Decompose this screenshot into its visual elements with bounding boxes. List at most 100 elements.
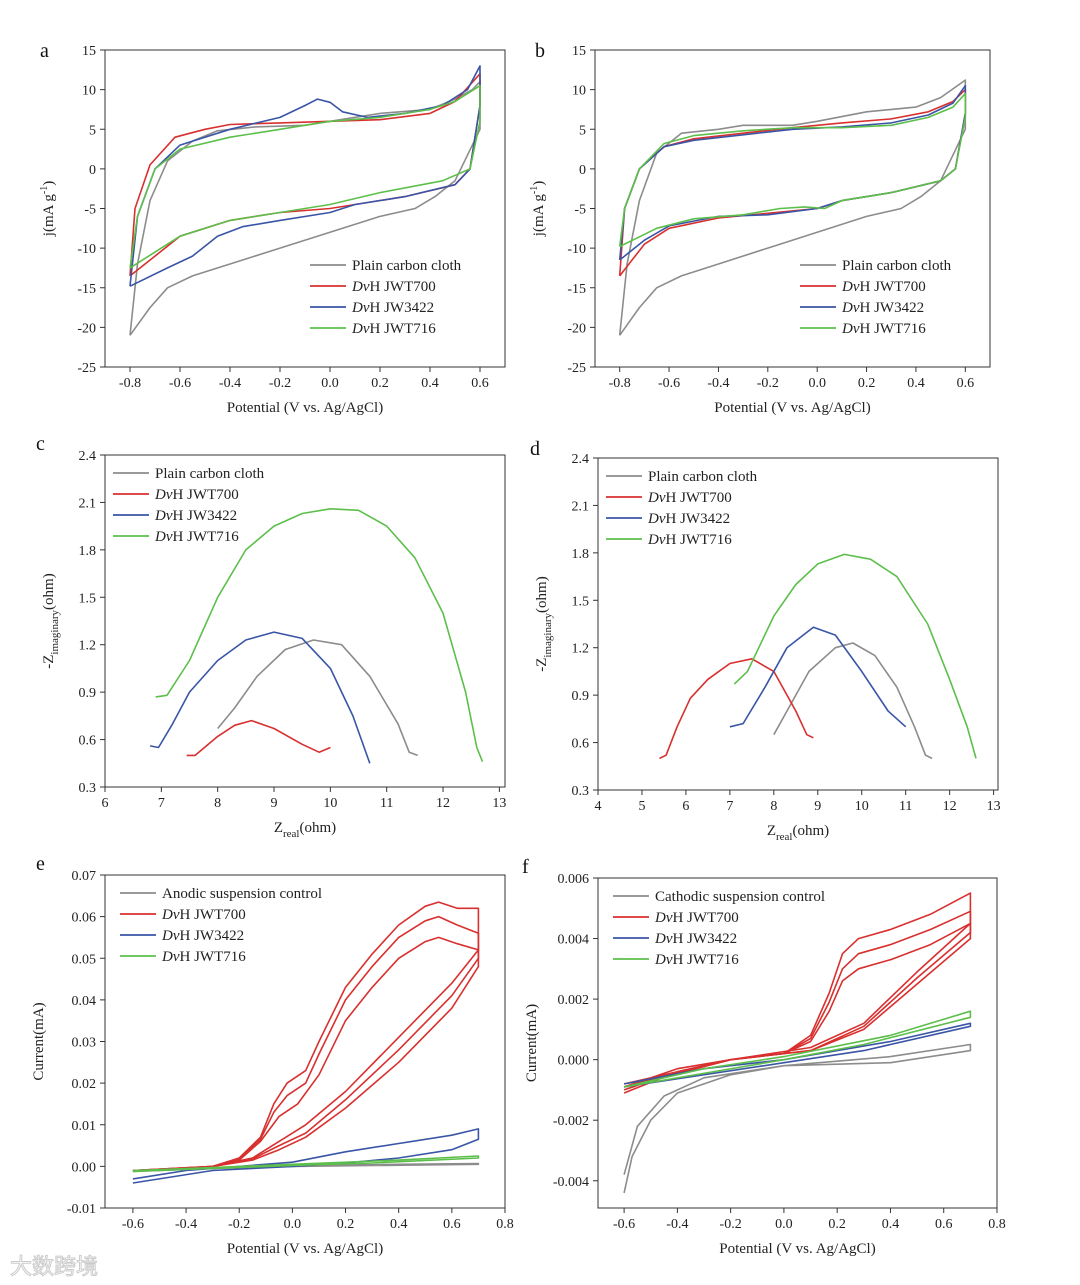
series-line-gray <box>623 1043 972 1194</box>
x-tick-label: 9 <box>814 799 821 814</box>
x-tick-label: 10 <box>323 796 337 811</box>
legend-italic: Dv <box>351 321 370 337</box>
x-tick-label: -0.4 <box>175 1217 197 1232</box>
y-tick-label: 1.2 <box>79 639 97 654</box>
x-tick-label: 0.4 <box>882 1217 900 1232</box>
x-axis-label: Potential (V vs. Ag/AgCl) <box>227 400 383 416</box>
series-line-blue <box>623 1022 972 1088</box>
y-tick-label: -10 <box>77 242 96 257</box>
legend-rest: H JWT700 <box>860 279 926 295</box>
label-rest: (ohm) <box>41 573 57 610</box>
x-tick-label: 13 <box>492 796 506 811</box>
label-main: -Z <box>41 655 57 669</box>
legend-label: DvH JW3422 <box>154 508 237 524</box>
label-rest: ) <box>531 181 547 186</box>
legend-italic: Dv <box>647 511 666 527</box>
x-tick-label: 5 <box>638 799 645 814</box>
chart-panel-a: a-0.8 -0.6 -0.4 -0.2 0.0 0.2 0.4 0.6-25-20-15-1… <box>39 40 506 416</box>
x-tick-label: -0.2 <box>228 1217 250 1232</box>
label-rest: (ohm) <box>299 820 336 836</box>
series-line-green <box>129 84 481 269</box>
legend-italic: Dv <box>351 300 370 316</box>
series-line-gray <box>217 639 418 757</box>
legend: Anodic suspension control DvH JWT700 DvH J… <box>120 886 322 965</box>
plot-frame <box>597 457 999 791</box>
y-tick-label: 0.07 <box>72 869 97 884</box>
legend-label: DvH JWT700 <box>654 910 739 926</box>
legend-label: DvH JW3422 <box>351 300 434 316</box>
y-tick-label: 2.4 <box>572 452 590 467</box>
legend-rest: H JWT716 <box>860 321 927 337</box>
y-tick-label: 0.3 <box>572 784 590 799</box>
legend-italic: Dv <box>654 910 673 926</box>
label-sup: -1 <box>529 186 540 194</box>
series-line-red <box>132 901 480 1172</box>
series-line-green <box>733 553 977 759</box>
panel-label: f <box>522 856 529 878</box>
y-tick-label: -0.01 <box>67 1202 96 1217</box>
x-tick-label: 12 <box>436 796 450 811</box>
chart-panel-c: c 6 7 8 9 10 11 12 13 0.3 0.6 0.9 1.2 1.5 1.8 2.1 2.4 Zre… <box>36 433 506 840</box>
x-tick-label: 0.2 <box>371 376 389 391</box>
x-tick-label: 11 <box>899 799 912 814</box>
legend-label: DvH JWT716 <box>647 532 732 548</box>
series-line-red <box>132 915 480 1172</box>
label-main: Z <box>767 823 776 839</box>
y-tick-label: 2.4 <box>79 449 97 464</box>
legend-label: DvH JW3422 <box>654 931 737 947</box>
legend-rest: H JWT716 <box>673 952 740 968</box>
legend-italic: Dv <box>647 532 666 548</box>
x-tick-label: 11 <box>380 796 393 811</box>
y-tick-label: -5 <box>574 203 586 218</box>
x-tick-label: -0.4 <box>666 1217 688 1232</box>
series-line-green <box>155 508 484 762</box>
y-tick-label: 0.03 <box>72 1036 97 1051</box>
plot-frame <box>104 454 506 788</box>
y-tick-label: 0.00 <box>72 1160 97 1175</box>
legend-label: DvH JWT700 <box>154 487 239 503</box>
x-tick-label: 0.2 <box>828 1217 846 1232</box>
label-sup: -1 <box>39 186 50 194</box>
y-tick-label: -25 <box>567 361 586 376</box>
y-tick-label: 0.004 <box>558 933 590 948</box>
y-tick-label: -0.004 <box>553 1175 589 1190</box>
legend-rest: H JW3422 <box>673 931 738 947</box>
y-tick-label: 0.6 <box>572 737 590 752</box>
label-main: j(mA g <box>531 194 547 238</box>
y-tick-label: 0.04 <box>72 994 97 1009</box>
x-tick-label: 0.6 <box>443 1217 461 1232</box>
panel-label: a <box>40 40 49 62</box>
legend-italic: Dv <box>154 508 173 524</box>
y-tick-label: 5 <box>579 123 586 138</box>
x-tick-label: -0.2 <box>720 1217 742 1232</box>
x-tick-label: -0.6 <box>122 1217 144 1232</box>
legend-italic: Dv <box>161 907 180 923</box>
y-tick-label: -25 <box>77 361 96 376</box>
panel-label: b <box>535 40 545 62</box>
series-line-red <box>132 936 480 1172</box>
y-tick-label: 0.05 <box>72 952 97 967</box>
x-axis-label: Potential (V vs. Ag/AgCl) <box>719 1241 875 1257</box>
legend-rest: H JWT700 <box>370 279 436 295</box>
y-tick-label: 1.5 <box>572 594 590 609</box>
legend-label: DvH JWT700 <box>647 490 732 506</box>
x-tick-label: -0.2 <box>269 376 291 391</box>
legend-label: Anodic suspension control <box>162 886 322 902</box>
legend-label: DvH JWT716 <box>161 949 246 965</box>
legend-label: DvH JWT700 <box>161 907 246 923</box>
x-tick-label: 0.4 <box>907 376 925 391</box>
panel-label: c <box>36 433 45 455</box>
x-tick-label: 0.0 <box>321 376 339 391</box>
y-tick-label: 15 <box>82 44 96 59</box>
legend-italic: Dv <box>154 487 173 503</box>
legend-label: DvH JWT716 <box>154 529 239 545</box>
legend-rest: H JW3422 <box>666 511 731 527</box>
y-tick-label: 0.02 <box>72 1077 97 1092</box>
y-tick-label: -15 <box>567 282 586 297</box>
legend-label: DvH JWT716 <box>654 952 739 968</box>
y-tick-label: 1.8 <box>572 547 590 562</box>
x-tick-label: -0.8 <box>609 376 631 391</box>
series-line-green <box>132 1155 480 1173</box>
legend-label: DvH JWT716 <box>841 321 926 337</box>
